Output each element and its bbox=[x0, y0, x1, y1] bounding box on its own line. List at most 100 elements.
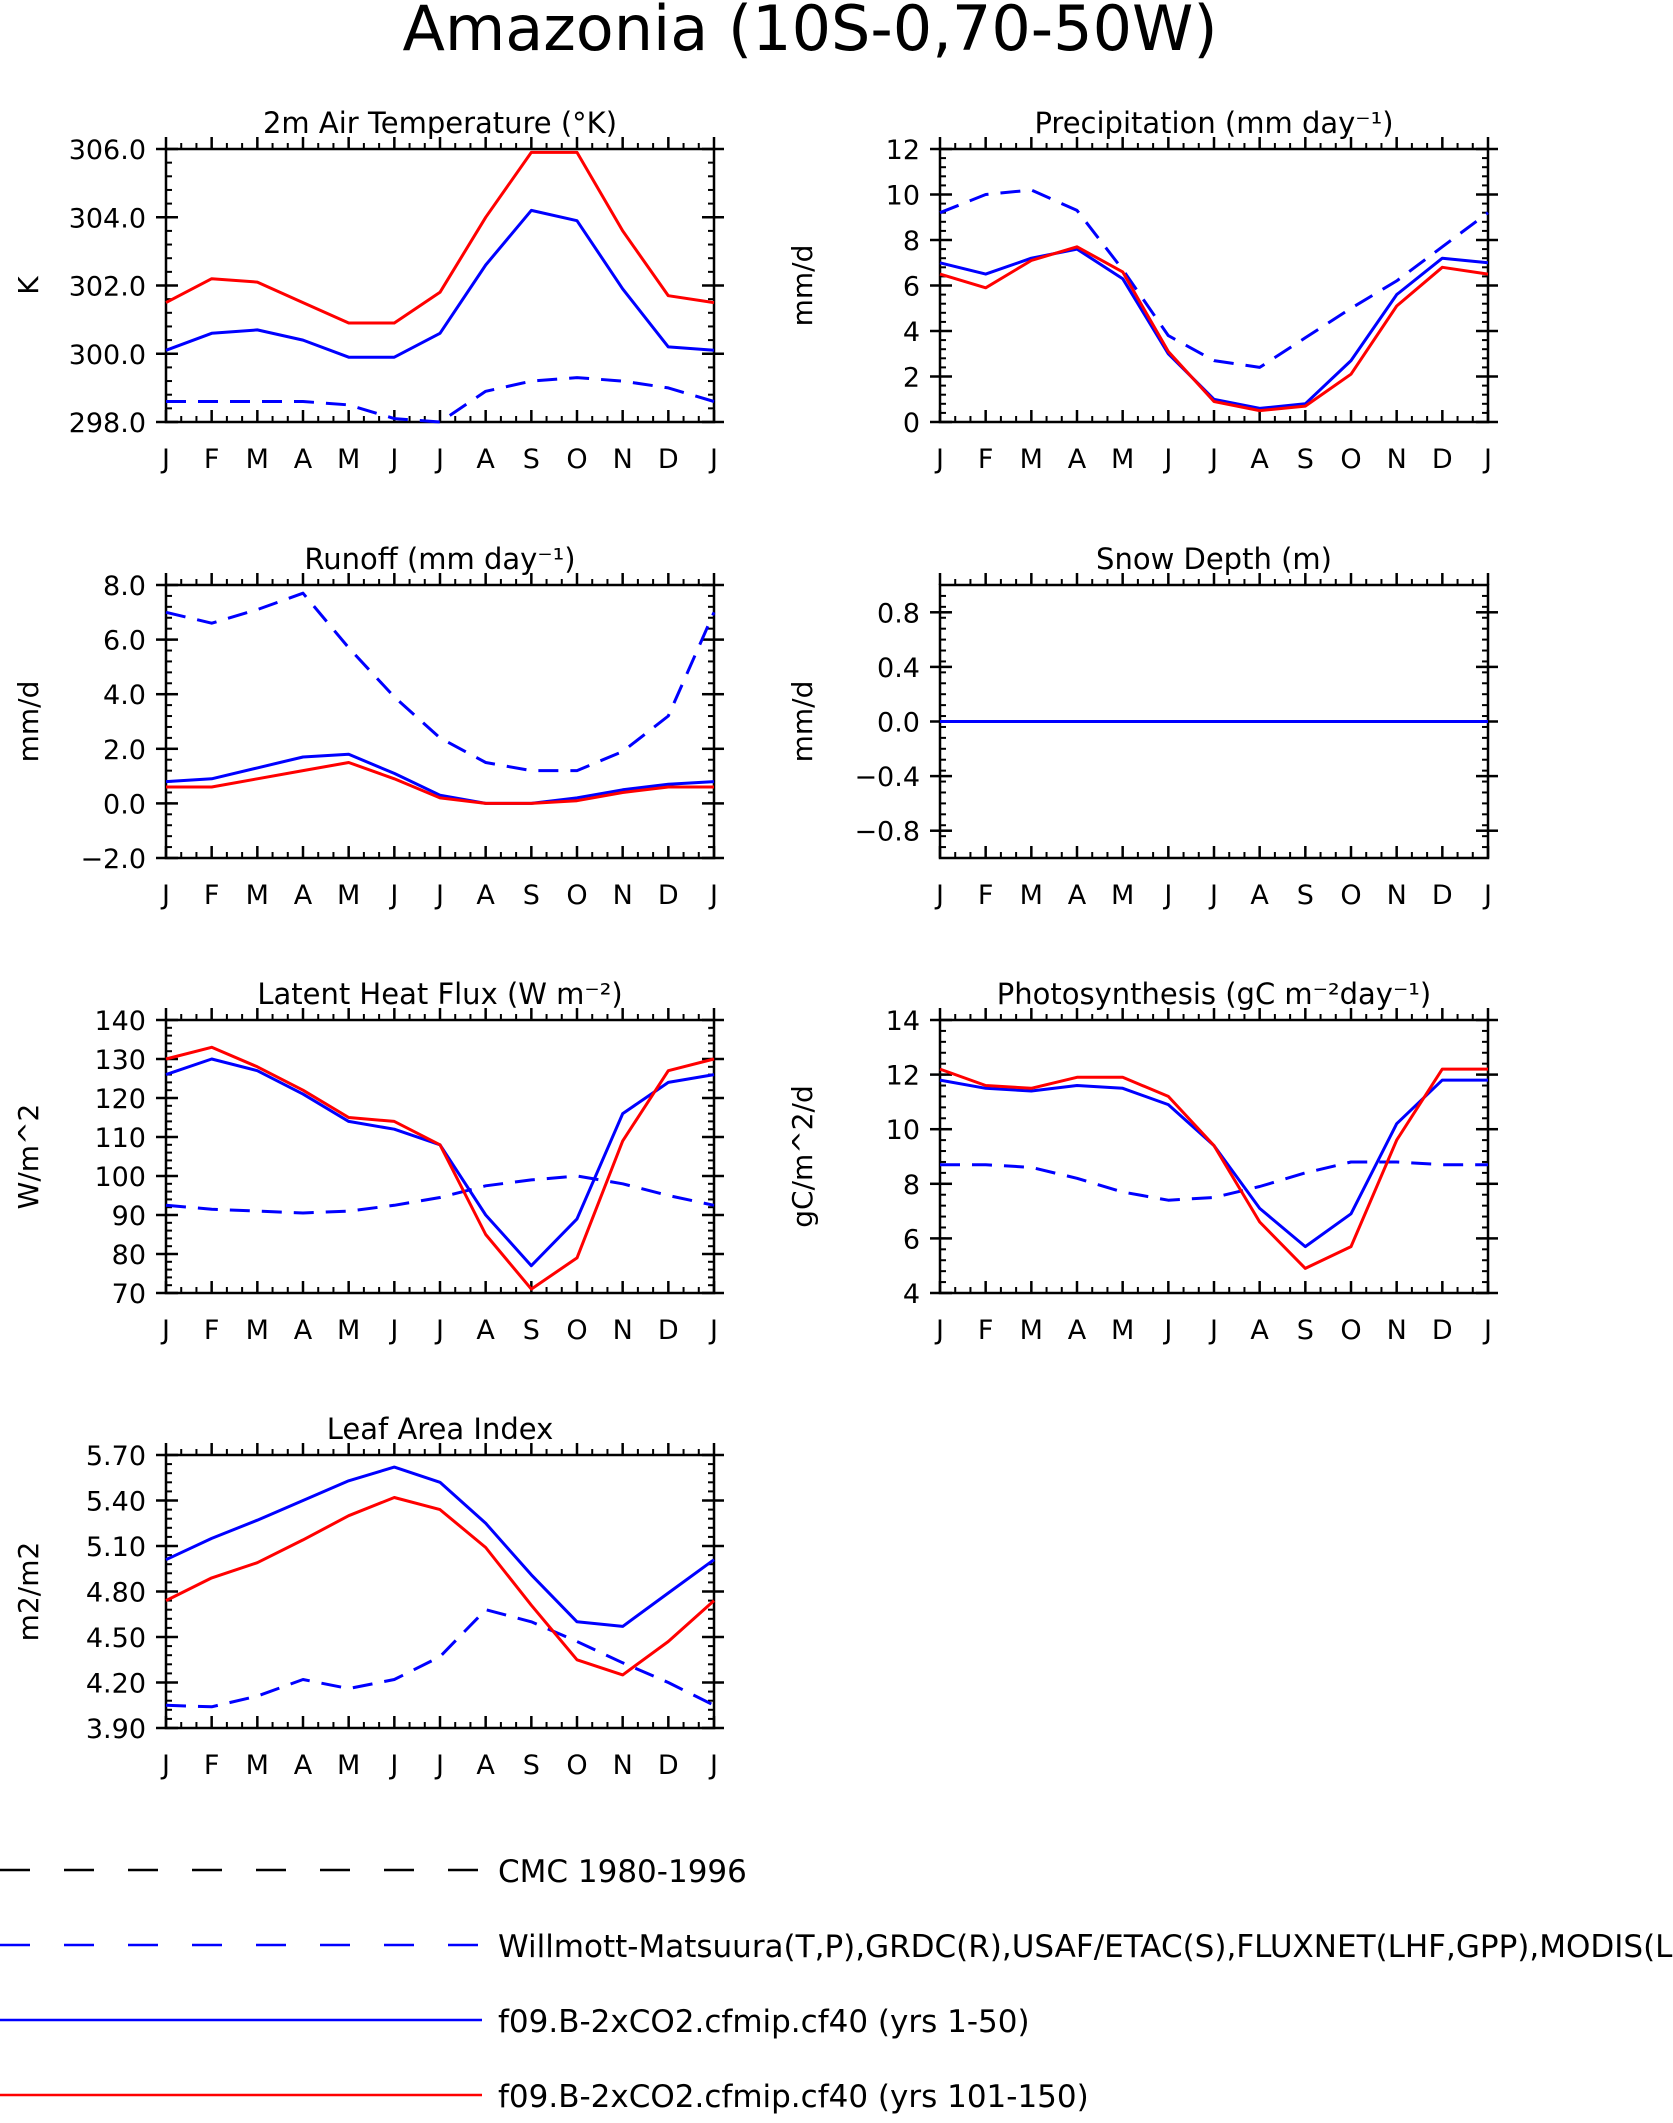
panel-title: Latent Heat Flux (W m⁻²) bbox=[257, 977, 622, 1011]
series-line-model2 bbox=[165, 150, 715, 325]
series-line-obs bbox=[165, 1608, 715, 1709]
y-tick-label: 0 bbox=[903, 408, 920, 439]
x-tick-label: A bbox=[476, 1750, 495, 1781]
x-tick-label: J bbox=[708, 880, 718, 911]
y-axis-label: m2/m2 bbox=[12, 1542, 45, 1642]
x-tick-label: F bbox=[978, 444, 994, 475]
legend-item-2: Willmott-Matsuura(T,P),GRDC(R),USAF/ETAC… bbox=[0, 1929, 1673, 1965]
x-tick-label: M bbox=[246, 1315, 269, 1346]
y-tick-label: 100 bbox=[94, 1162, 146, 1193]
x-tick-label: A bbox=[1068, 880, 1087, 911]
y-tick-label: 12 bbox=[886, 1061, 920, 1092]
x-tick-label: M bbox=[1111, 880, 1134, 911]
panel-title: 2m Air Temperature (°K) bbox=[263, 106, 617, 140]
series-line-model1 bbox=[939, 1078, 1488, 1249]
panel-title: Runoff (mm day⁻¹) bbox=[304, 542, 575, 576]
x-tick-label: M bbox=[1020, 880, 1043, 911]
y-tick-label: 2 bbox=[903, 363, 920, 394]
x-tick-label: D bbox=[658, 1750, 679, 1781]
y-tick-label: 6.0 bbox=[103, 626, 146, 657]
x-tick-label: D bbox=[1432, 444, 1453, 475]
x-tick-label: J bbox=[1162, 444, 1172, 475]
y-tick-label: 140 bbox=[94, 1006, 146, 1037]
y-axis-label: mm/d bbox=[786, 681, 819, 763]
y-tick-label: 2.0 bbox=[103, 735, 146, 766]
legend-label: Willmott-Matsuura(T,P),GRDC(R),USAF/ETAC… bbox=[498, 1929, 1673, 1965]
x-tick-label: M bbox=[1020, 1315, 1043, 1346]
y-tick-label: 4.20 bbox=[86, 1669, 146, 1700]
x-tick-label: M bbox=[337, 1750, 360, 1781]
y-tick-label: 5.10 bbox=[86, 1532, 146, 1563]
x-tick-label: J bbox=[160, 880, 170, 911]
y-tick-label: 14 bbox=[886, 1006, 920, 1037]
y-axis-label: gC/m^2/d bbox=[786, 1085, 819, 1228]
x-tick-label: M bbox=[337, 1315, 360, 1346]
x-tick-label: A bbox=[1250, 1315, 1269, 1346]
y-tick-label: 90 bbox=[112, 1201, 146, 1232]
x-tick-label: S bbox=[523, 880, 540, 911]
y-tick-label: 306.0 bbox=[69, 135, 146, 166]
x-tick-label: J bbox=[388, 880, 398, 911]
x-tick-label: A bbox=[1250, 444, 1269, 475]
series-line-obs bbox=[940, 1160, 1488, 1202]
plot-frame bbox=[164, 1453, 716, 1730]
legend-label: CMC 1980-1996 bbox=[498, 1854, 747, 1890]
x-tick-label: J bbox=[388, 1315, 398, 1346]
x-tick-label: S bbox=[523, 1750, 540, 1781]
y-tick-label: 4.80 bbox=[86, 1578, 146, 1609]
series-line-model2 bbox=[165, 1496, 716, 1677]
plot-frame bbox=[938, 1018, 1490, 1295]
x-tick-label: J bbox=[1208, 444, 1218, 475]
x-tick-label: A bbox=[476, 880, 495, 911]
y-axis-label: mm/d bbox=[786, 245, 819, 327]
y-tick-label: 304.0 bbox=[69, 203, 146, 234]
x-tick-label: F bbox=[978, 1315, 994, 1346]
x-tick-label: M bbox=[337, 880, 360, 911]
x-tick-label: S bbox=[1297, 1315, 1314, 1346]
series-line-model2 bbox=[166, 761, 714, 805]
plot-frame bbox=[164, 147, 716, 424]
x-tick-label: O bbox=[566, 880, 587, 911]
x-tick-label: J bbox=[434, 444, 444, 475]
x-tick-label: M bbox=[337, 444, 360, 475]
y-tick-label: 10 bbox=[886, 1115, 920, 1146]
y-tick-label: 12 bbox=[886, 135, 920, 166]
y-tick-label: 80 bbox=[112, 1240, 146, 1271]
y-tick-label: 10 bbox=[886, 181, 920, 212]
x-tick-label: A bbox=[294, 444, 313, 475]
x-tick-label: N bbox=[1387, 880, 1407, 911]
x-tick-label: A bbox=[1068, 444, 1087, 475]
y-axis-label: K bbox=[12, 276, 45, 295]
series-line-model1 bbox=[165, 208, 715, 359]
x-tick-label: J bbox=[160, 444, 170, 475]
x-tick-label: F bbox=[204, 1750, 220, 1781]
legend-label: f09.B-2xCO2.cfmip.cf40 (yrs 101-150) bbox=[498, 2079, 1089, 2115]
legend: CMC 1980-1996 Willmott-Matsuura(T,P),GRDC… bbox=[0, 1854, 1673, 2115]
x-tick-label: M bbox=[246, 1750, 269, 1781]
x-tick-label: M bbox=[246, 880, 269, 911]
x-tick-label: J bbox=[1162, 880, 1172, 911]
y-tick-label: 0.0 bbox=[103, 789, 146, 820]
x-tick-label: J bbox=[388, 1750, 398, 1781]
legend-item-1: CMC 1980-1996 bbox=[0, 1854, 747, 1890]
panel-title: Precipitation (mm day⁻¹) bbox=[1034, 106, 1393, 140]
y-tick-label: 6 bbox=[903, 272, 920, 303]
y-tick-label: 0.8 bbox=[877, 598, 920, 629]
y-tick-label: −0.4 bbox=[854, 762, 920, 793]
panel-title: Leaf Area Index bbox=[327, 1412, 553, 1446]
x-tick-label: J bbox=[1208, 1315, 1218, 1346]
x-tick-label: N bbox=[613, 880, 633, 911]
x-tick-label: A bbox=[1068, 1315, 1087, 1346]
x-tick-label: O bbox=[566, 1750, 587, 1781]
y-axis-label: W/m^2 bbox=[12, 1104, 45, 1210]
y-tick-label: −2.0 bbox=[80, 844, 146, 875]
legend-label: f09.B-2xCO2.cfmip.cf40 (yrs 1-50) bbox=[498, 2004, 1030, 2040]
y-tick-label: 3.90 bbox=[86, 1714, 146, 1745]
y-tick-label: 5.70 bbox=[86, 1441, 146, 1472]
legend-item-4: f09.B-2xCO2.cfmip.cf40 (yrs 101-150) bbox=[0, 2079, 1089, 2115]
